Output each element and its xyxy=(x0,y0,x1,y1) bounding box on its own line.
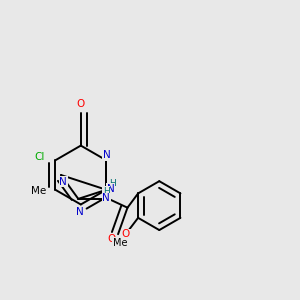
Text: Cl: Cl xyxy=(34,152,44,162)
Text: O: O xyxy=(77,99,85,110)
Text: Me: Me xyxy=(31,186,46,196)
Text: N: N xyxy=(76,206,84,217)
Text: O: O xyxy=(122,229,130,239)
Text: N: N xyxy=(102,193,110,203)
Text: N: N xyxy=(103,150,111,160)
Text: N: N xyxy=(107,184,115,194)
Text: Me: Me xyxy=(112,238,127,248)
Text: H: H xyxy=(103,187,110,196)
Text: H: H xyxy=(110,179,116,188)
Text: N: N xyxy=(59,176,67,187)
Text: O: O xyxy=(107,235,116,244)
